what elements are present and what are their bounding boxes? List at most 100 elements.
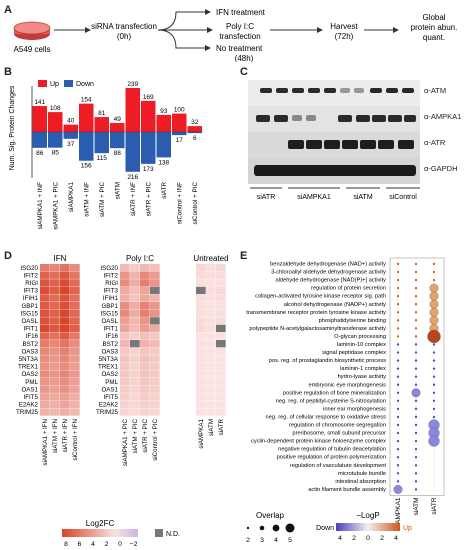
go-dot: [396, 278, 400, 282]
bar-up-value: 32: [191, 119, 199, 126]
heatmap-cell: [150, 271, 160, 279]
heatmap-cell: [40, 317, 50, 325]
heatmap-cell: [206, 317, 216, 325]
heatmap-cell: [130, 340, 140, 348]
blot-label-atm: α-ATM: [424, 86, 447, 95]
heatmap-cell: [60, 309, 70, 317]
bar-down-value: 173: [143, 166, 154, 173]
blot-lane-labels: siATR siAMPKA1 siATM siControl: [250, 187, 420, 201]
bar-up-value: 108: [50, 105, 61, 112]
heatmap-header: Poly I:C: [126, 254, 154, 263]
heatmap-cell: [70, 347, 80, 355]
heatmap-cell: [70, 309, 80, 317]
heatmap-cell: [120, 355, 130, 363]
heatmap-cell: [120, 264, 130, 272]
heatmap-cell: [130, 286, 140, 295]
heatmap-cell: [140, 408, 150, 416]
heatmap-cell: [50, 370, 60, 378]
heatmap-gene-label: OAS2: [21, 371, 38, 378]
overlap-legend-dot: [259, 525, 265, 531]
heatmap-cell: [130, 332, 140, 340]
heatmap-gene-label: OAS3: [101, 348, 118, 355]
heatmap-gene-label: 5NT3A: [19, 356, 39, 363]
heatmap-cell: [50, 408, 60, 416]
heatmap-cell: [70, 378, 80, 386]
go-dot: [396, 423, 400, 427]
logp-legend-tick: 4: [394, 535, 398, 542]
heatmap-cell: [140, 324, 150, 333]
go-dot: [429, 315, 439, 325]
heatmap-cell: [60, 324, 70, 333]
heatmap-cell: [60, 264, 70, 272]
heatmap-col-label: siATM + IFN: [52, 419, 59, 453]
panel-b-bar-chart: Num. Sig. Protein Changes Up Down 141 86 s…: [9, 80, 203, 230]
go-dot: [414, 311, 418, 314]
heatmap-cell: [70, 340, 80, 348]
go-dot: [414, 303, 418, 306]
logp-legend-title: −LogP: [356, 511, 379, 520]
heatmap-cell: [206, 302, 216, 310]
heatmap-cell: [150, 378, 160, 386]
bar-up-value: 81: [98, 110, 106, 117]
go-dot: [396, 399, 400, 403]
heatmap-cell: [50, 355, 60, 363]
bar-up-value: 239: [127, 81, 138, 88]
heatmap-cell: [60, 378, 70, 386]
heatmap-cell: [196, 385, 206, 393]
bar-up-value: 100: [174, 107, 185, 114]
heatmap-cell: [40, 294, 50, 302]
heatmap-cell: [50, 279, 60, 287]
heatmap-cell: [60, 317, 70, 325]
go-dot: [432, 367, 436, 370]
heatmap-cell: [50, 332, 60, 340]
go-term-label: phosphatidylserine binding: [319, 318, 386, 324]
overlap-legend-tick: 3: [260, 537, 264, 544]
heatmap-gene-label: OAS2: [101, 371, 118, 378]
heatmap-col-label: siATR + IFN: [62, 419, 69, 452]
heatmap-cell: [206, 370, 216, 378]
go-term-label: positive regulation of bone mineralizati…: [283, 390, 386, 396]
go-dot: [396, 351, 400, 354]
heatmap-cell: [70, 385, 80, 393]
heatmap-cell: [40, 347, 50, 355]
heatmap-cell: [216, 400, 226, 409]
go-dot: [414, 351, 418, 354]
heatmap-cell: [70, 294, 80, 302]
go-dot: [432, 399, 436, 403]
dotplot-col-label: siAMPKA1: [395, 497, 402, 528]
go-dot: [396, 359, 400, 362]
go-dot: [396, 415, 400, 419]
heatmap-gene-label: 5NT3A: [99, 356, 119, 363]
legend-down-swatch: [64, 80, 73, 87]
go-dot: [396, 311, 400, 314]
heatmap-gene-label: IFIT3: [24, 288, 39, 295]
heatmap-gene-label: TREX1: [98, 364, 119, 371]
go-dot: [432, 359, 436, 362]
heatmap-cell: [196, 362, 206, 371]
western-blot-image: [248, 80, 420, 184]
heatmap-cell: [150, 393, 160, 401]
heatmap-col-label: siControl + PIC: [152, 418, 159, 460]
go-dot: [414, 375, 418, 378]
heatmap-cell: [140, 378, 150, 386]
heatmap-cell: [50, 340, 60, 348]
go-dot: [393, 484, 403, 494]
go-term-label: microtubule bundle: [338, 471, 386, 477]
heatmap-gene-label: TRIM25: [16, 409, 39, 416]
go-term-label: cyclin-dependent protein kinase holoenzy…: [251, 439, 386, 445]
go-dot: [396, 383, 400, 386]
go-dot: [414, 439, 418, 443]
polyic-label-2: transfection: [219, 32, 260, 41]
heatmap-col-label: siAMPKA1 + IFN: [42, 419, 49, 466]
heatmap-gene-label: ISG20: [20, 265, 38, 272]
heatmap-cell: [60, 385, 70, 393]
heatmap-cell: [60, 370, 70, 378]
heatmap-cell: [60, 302, 70, 310]
heatmap-col-label: siAMPKA1 + PIC: [122, 418, 129, 465]
bar-down: [156, 132, 171, 158]
bar-category-label: siATM + PIC: [99, 182, 106, 217]
go-dot: [432, 270, 436, 274]
go-dot: [432, 375, 436, 378]
bar-down: [125, 132, 140, 172]
heatmap-cell: [120, 317, 130, 325]
